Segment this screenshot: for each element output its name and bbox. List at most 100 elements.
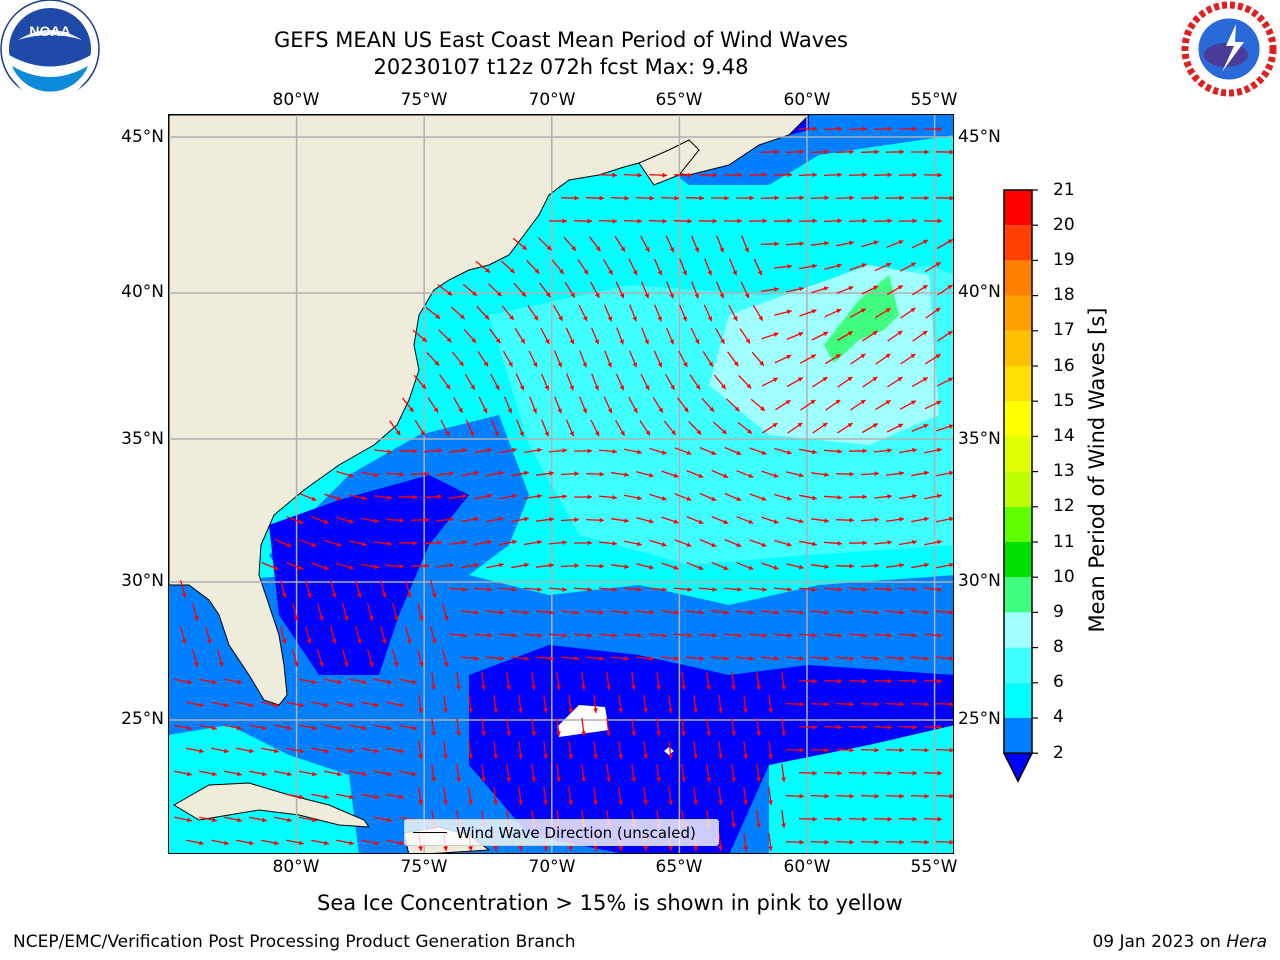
direction-arrow-head bbox=[756, 823, 761, 828]
direction-arrow-head bbox=[874, 195, 879, 201]
direction-arrow-head bbox=[682, 270, 687, 276]
direction-arrow-head bbox=[493, 800, 498, 805]
direction-arrow-head bbox=[773, 377, 778, 383]
direction-arrow-head bbox=[537, 587, 542, 592]
direction-arrow-head bbox=[546, 245, 552, 251]
direction-arrow-head bbox=[937, 816, 942, 822]
direction-arrow-head bbox=[568, 846, 573, 851]
direction-arrow-head bbox=[181, 592, 187, 598]
direction-arrow-head bbox=[524, 470, 529, 476]
direction-arrow-head bbox=[519, 431, 524, 437]
lat-tick-left: 35°N bbox=[121, 429, 164, 449]
direction-arrow-head bbox=[421, 383, 426, 389]
direction-arrow-head bbox=[799, 839, 804, 845]
colorbar-label: Mean Period of Wind Waves [s] bbox=[1085, 307, 1109, 633]
direction-arrow-head bbox=[549, 517, 554, 522]
direction-arrow-head bbox=[343, 661, 349, 667]
direction-arrow-head bbox=[662, 218, 667, 224]
direction-arrow-head bbox=[537, 493, 542, 499]
direction-arrow-head bbox=[698, 519, 704, 524]
direction-arrow-head bbox=[887, 126, 892, 132]
direction-arrow-head bbox=[836, 263, 842, 269]
direction-arrow-head bbox=[559, 269, 564, 274]
direction-arrow-head bbox=[810, 354, 816, 359]
direction-arrow-head bbox=[862, 218, 867, 224]
direction-arrow-head bbox=[587, 494, 592, 500]
direction-arrow-head bbox=[687, 218, 692, 224]
direction-arrow-head bbox=[281, 638, 287, 644]
direction-arrow-head bbox=[897, 377, 903, 382]
direction-arrow-head bbox=[599, 471, 604, 477]
colorbar-level bbox=[1004, 647, 1032, 683]
direction-arrow-head bbox=[835, 354, 841, 359]
direction-arrow-head bbox=[324, 702, 329, 708]
direction-arrow-head bbox=[595, 292, 600, 298]
direction-arrow-head bbox=[736, 450, 742, 455]
colorbar-level bbox=[1004, 330, 1032, 366]
direction-arrow-head bbox=[824, 195, 829, 201]
direction-arrow-head bbox=[849, 471, 854, 477]
direction-arrow-head bbox=[562, 540, 567, 545]
direction-arrow-head bbox=[924, 610, 929, 615]
direction-arrow-head bbox=[237, 771, 242, 777]
direction-arrow-head bbox=[682, 316, 687, 322]
direction-arrow-head bbox=[312, 771, 317, 777]
direction-arrow-head bbox=[424, 471, 429, 477]
direction-arrow-head bbox=[860, 308, 866, 313]
direction-arrow-head bbox=[582, 362, 587, 368]
direction-arrow-head bbox=[568, 754, 573, 759]
direction-arrow-head bbox=[594, 431, 600, 437]
direction-arrow-head bbox=[924, 656, 929, 661]
direction-arrow-head bbox=[608, 269, 613, 275]
direction-arrow-head bbox=[661, 450, 667, 455]
direction-arrow-head bbox=[749, 610, 754, 615]
direction-arrow-head bbox=[949, 470, 953, 476]
direction-arrow-head bbox=[462, 447, 467, 453]
direction-arrow-head bbox=[459, 314, 465, 319]
direction-arrow-head bbox=[349, 702, 354, 708]
direction-arrow-head bbox=[518, 708, 523, 713]
direction-arrow-head bbox=[620, 246, 625, 252]
direction-arrow-head bbox=[786, 542, 792, 547]
direction-arrow-head bbox=[910, 354, 916, 359]
direction-arrow-head bbox=[862, 172, 867, 178]
direction-arrow-head bbox=[862, 448, 867, 454]
land-nova-scotia bbox=[638, 139, 700, 186]
lat-tick-right: 25°N bbox=[958, 709, 1001, 729]
direction-arrow-head bbox=[696, 429, 702, 435]
direction-arrow-head bbox=[837, 816, 842, 822]
direction-arrow-head bbox=[648, 518, 654, 524]
direction-arrow-head bbox=[898, 240, 904, 245]
direction-arrow-head bbox=[406, 638, 412, 644]
direction-arrow-head bbox=[706, 731, 711, 736]
direction-arrow-head bbox=[512, 633, 517, 638]
colorbar-level bbox=[1004, 577, 1032, 613]
direction-arrow-head bbox=[337, 679, 342, 685]
direction-arrow-head bbox=[935, 307, 941, 313]
direction-arrow-head bbox=[237, 725, 242, 731]
lon-tick-top: 75°W bbox=[400, 90, 448, 110]
direction-arrow-head bbox=[312, 725, 317, 731]
direction-arrow-head bbox=[744, 293, 750, 299]
direction-arrow-head bbox=[949, 793, 953, 799]
direction-arrow-head bbox=[499, 656, 504, 661]
direction-arrow-head bbox=[874, 517, 879, 523]
direction-arrow-head bbox=[737, 633, 742, 638]
direction-arrow-head bbox=[824, 241, 829, 246]
map-panel: Wind Wave Direction (unscaled) bbox=[168, 114, 954, 854]
direction-arrow-head bbox=[262, 725, 267, 731]
direction-arrow-head bbox=[399, 472, 404, 477]
direction-arrow-head bbox=[849, 747, 854, 753]
colorbar-level bbox=[1004, 260, 1032, 296]
direction-arrow-head bbox=[937, 633, 942, 638]
direction-arrow-head bbox=[412, 725, 417, 731]
colorbar-tick: 8 bbox=[1053, 637, 1064, 657]
direction-arrow-head bbox=[693, 754, 698, 759]
direction-arrow-head bbox=[781, 731, 786, 736]
direction-arrow-head bbox=[912, 218, 917, 224]
direction-arrow-head bbox=[299, 748, 304, 754]
direction-arrow-head bbox=[949, 701, 953, 707]
direction-arrow-head bbox=[274, 748, 279, 754]
direction-arrow-head bbox=[812, 633, 817, 638]
direction-arrow-head bbox=[693, 800, 698, 805]
